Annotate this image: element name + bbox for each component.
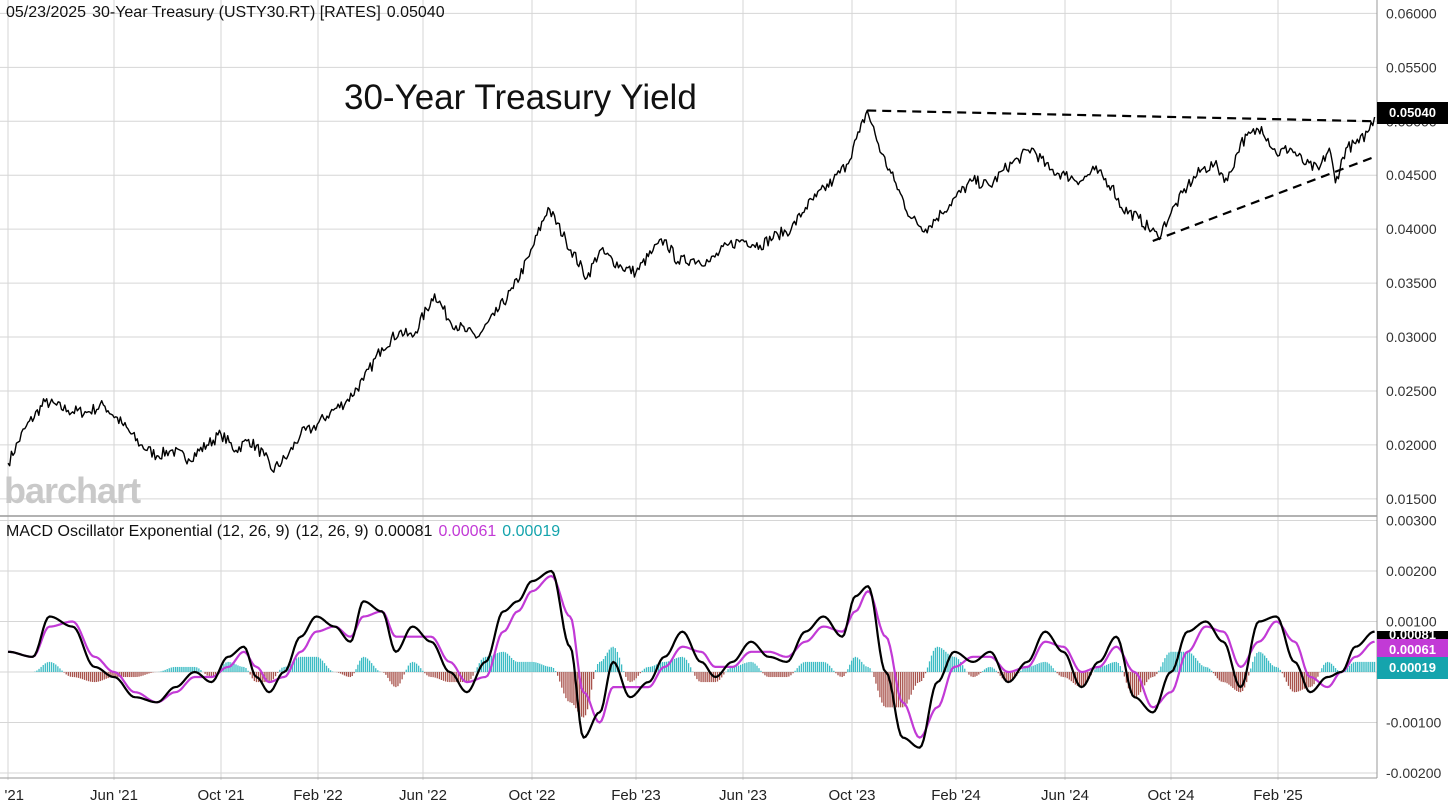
- price-last-badge: 0.05040: [1377, 102, 1448, 124]
- x-tick-label: Jun '23: [719, 787, 767, 804]
- x-tick-label: Jun '24: [1041, 787, 1089, 804]
- price-y-tick-label: 0.04500: [1386, 167, 1437, 183]
- yield-price-line: [7, 109, 1376, 473]
- header-instrument: 30-Year Treasury (USTY30.RT) [RATES]: [92, 4, 381, 21]
- macd-y-tick-label: 0.00100: [1386, 614, 1437, 630]
- price-y-tick-label: 0.01500: [1386, 491, 1437, 507]
- price-y-tick-label: 0.03500: [1386, 275, 1437, 291]
- grid-lines: [0, 0, 1377, 780]
- price-y-tick-label: 0.02500: [1386, 383, 1437, 399]
- header-date: 05/23/2025: [6, 4, 87, 21]
- macd-label: MACD Oscillator Exponential (12, 26, 9): [6, 523, 290, 540]
- signal-value: 0.00061: [438, 523, 497, 540]
- price-y-tick-label: 0.06000: [1386, 5, 1437, 21]
- x-tick-label: Jun '21: [90, 787, 138, 804]
- price-y-tick-label: 0.05500: [1386, 59, 1437, 75]
- macd-y-tick-label: -0.00200: [1386, 765, 1441, 781]
- macd-y-tick-label: -0.00100: [1386, 714, 1441, 730]
- price-panel[interactable]: [7, 109, 1376, 473]
- macd-params: (12, 26, 9): [295, 523, 369, 540]
- header-last-value: 0.05040: [386, 4, 445, 21]
- price-y-tick-label: 0.03000: [1386, 329, 1437, 345]
- x-tick-label: Oct '21: [197, 787, 244, 804]
- macd-line: [7, 569, 1375, 749]
- macd-value-badge: 0.00081: [1377, 631, 1448, 639]
- x-tick-label: Oct '24: [1147, 787, 1194, 804]
- price-header: 05/23/2025 30-Year Treasury (USTY30.RT) […: [6, 4, 445, 22]
- support-trendline: [1152, 155, 1375, 243]
- price-y-tick-label: 0.02000: [1386, 437, 1437, 453]
- x-tick-label: Oct '23: [828, 787, 875, 804]
- x-tick-label: Feb '25: [1253, 787, 1303, 804]
- x-tick-label: Oct '22: [508, 787, 555, 804]
- x-tick-label: Jun '22: [399, 787, 447, 804]
- barchart-logo: barchart: [4, 470, 141, 511]
- x-tick-label: Feb '22: [293, 787, 343, 804]
- macd-panel[interactable]: [7, 569, 1376, 749]
- price-y-tick-label: 0.04000: [1386, 221, 1437, 237]
- signal-value-badge: 0.00061: [1377, 639, 1448, 661]
- x-tick-label: Feb '24: [931, 787, 981, 804]
- x-tick-label: b '21: [0, 787, 24, 804]
- macd-y-tick-label: 0.00300: [1386, 513, 1437, 529]
- histogram-value-badge: 0.00019: [1377, 657, 1448, 679]
- histogram-value: 0.00019: [502, 523, 561, 540]
- macd-header: MACD Oscillator Exponential (12, 26, 9) (…: [6, 523, 560, 541]
- chart-title: 30-Year Treasury Yield: [344, 78, 697, 117]
- x-tick-label: Feb '23: [611, 787, 661, 804]
- resistance-trendline: [867, 109, 1375, 123]
- macd-y-tick-label: 0.00200: [1386, 563, 1437, 579]
- macd-value: 0.00081: [374, 523, 433, 540]
